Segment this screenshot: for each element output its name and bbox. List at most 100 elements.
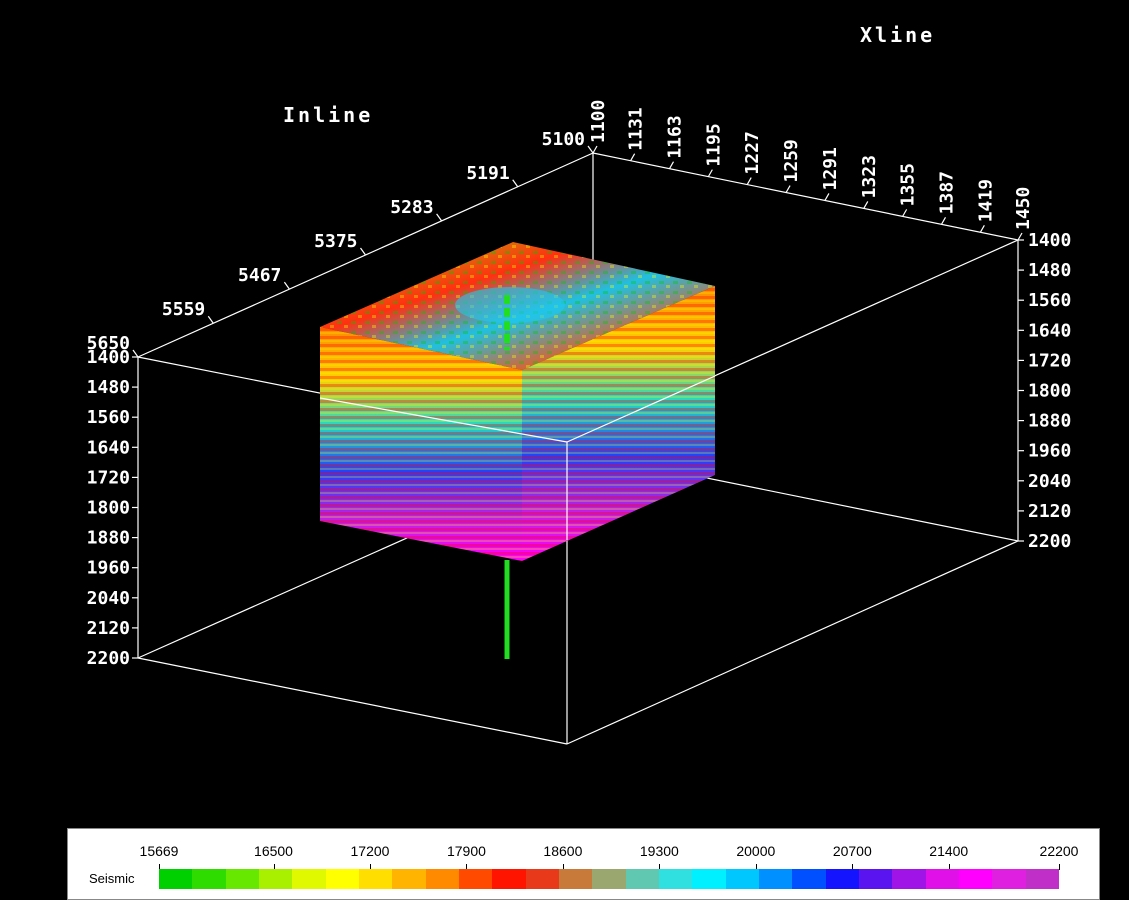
color-bar-segment — [192, 869, 226, 889]
time-axis-left: 1400 1480 1560 1640 1720 1800 1880 1960 2040 2120… — [87, 347, 138, 669]
time-tick-label: 2120 — [87, 618, 130, 639]
xline-tick-label: 1100 — [588, 100, 609, 143]
xline-tick-mark — [824, 193, 830, 201]
time-tick-label: 2120 — [1028, 501, 1071, 522]
color-scale-legend: 15669 16500 17200 17900 18600 19300 20000 20700… — [67, 828, 1100, 900]
time-tick-label: 1400 — [87, 347, 130, 368]
color-bar-segment — [725, 869, 759, 889]
xline-tick-mark — [979, 224, 985, 233]
xline-tick-label: 1131 — [626, 107, 647, 150]
xline-tick-label: 1419 — [975, 179, 996, 222]
color-bar-segment — [558, 869, 593, 889]
color-bar-segment — [925, 869, 959, 889]
color-bar-segment — [625, 869, 659, 889]
legend-tick-label: 18600 — [543, 843, 583, 859]
time-tick-label: 1960 — [87, 558, 130, 579]
box-edge-overlay — [319, 397, 568, 443]
inline-axis: 5100 5191 5283 5375 5467 5559 5650 — [87, 129, 594, 358]
box-edge — [592, 152, 1019, 241]
inline-tick-label: 5559 — [162, 299, 205, 320]
xline-tick-mark — [668, 161, 675, 169]
inline-tick-label: 5191 — [466, 163, 509, 184]
legend-tick-mark — [562, 864, 564, 870]
cube-front-texture — [320, 327, 522, 561]
color-bar-segment — [325, 869, 359, 889]
box-edge-overlay — [566, 375, 716, 443]
color-bar-segment — [758, 869, 793, 889]
inline-tick-label: 5100 — [542, 129, 585, 150]
time-tick-label: 1960 — [1028, 441, 1071, 462]
color-bar-segment — [492, 869, 526, 889]
color-bar-segment — [958, 869, 993, 889]
inline-axis-title: Inline — [283, 103, 373, 127]
time-tick-label: 1880 — [87, 528, 130, 549]
time-tick-label: 1560 — [87, 407, 130, 428]
time-tick-label: 1720 — [1028, 350, 1071, 371]
legend-tick-mark — [948, 864, 950, 870]
xline-tick-label: 1163 — [665, 115, 686, 158]
color-bar-segment — [425, 869, 459, 889]
time-tick-label: 1800 — [87, 498, 130, 519]
xline-tick-label: 1227 — [742, 131, 763, 174]
xline-tick-label: 1387 — [937, 171, 958, 214]
color-bar-segment — [458, 869, 493, 889]
color-bar-segment — [858, 869, 893, 889]
box-edge — [137, 657, 568, 745]
legend-tick-label: 20700 — [832, 843, 872, 859]
xline-tick-mark — [863, 201, 869, 209]
legend-tick-label: 17200 — [350, 843, 390, 859]
legend-tick-mark — [852, 864, 854, 870]
time-tick-label: 2200 — [87, 648, 130, 669]
inline-tick-label: 5283 — [390, 197, 433, 218]
inline-tick-mark — [512, 179, 519, 188]
time-tick-label: 1880 — [1028, 411, 1071, 432]
time-tick-label: 2200 — [1028, 531, 1071, 552]
legend-tick-mark — [273, 864, 275, 870]
xline-tick-mark — [592, 145, 598, 154]
xline-tick-label: 1323 — [859, 155, 880, 198]
xline-tick-label: 1195 — [703, 123, 724, 166]
legend-tick-label: 19300 — [639, 843, 679, 859]
color-bar-segment — [592, 869, 626, 889]
legend-tick-label: 22200 — [1039, 843, 1079, 859]
xline-tick-mark — [785, 185, 791, 193]
color-bar-segment — [892, 869, 926, 889]
xline-tick-mark — [707, 169, 713, 177]
color-bar-segment — [792, 869, 826, 889]
xline-tick-label: 1259 — [781, 139, 802, 182]
xline-tick-mark — [1017, 232, 1023, 241]
xline-tick-label: 1450 — [1013, 187, 1034, 230]
time-tick-label: 1480 — [1028, 260, 1071, 281]
xline-tick-label: 1291 — [820, 147, 841, 190]
color-bar-segment — [825, 869, 859, 889]
xline-tick-mark — [746, 177, 752, 185]
time-tick-label: 1640 — [1028, 320, 1071, 341]
time-tick-label: 1560 — [1028, 290, 1071, 311]
color-bar-segment — [1025, 869, 1059, 889]
time-tick-label: 1400 — [1028, 230, 1071, 251]
time-tick-label: 2040 — [1028, 471, 1071, 492]
color-bar-segment — [525, 869, 559, 889]
time-tick-label: 1800 — [1028, 381, 1071, 402]
cube-side-texture — [522, 286, 715, 561]
color-bar-segment — [292, 869, 326, 889]
inline-tick-label: 5467 — [238, 265, 281, 286]
inline-tick-mark — [207, 315, 214, 324]
time-tick-label: 1640 — [87, 437, 130, 458]
inline-tick-label: 5650 — [87, 333, 130, 354]
xline-axis: 1100 1131 1163 1195 1227 1259 1291 1323 1355 1387… — [588, 100, 1034, 241]
time-tick-label: 2040 — [87, 588, 130, 609]
legend-tick-mark — [466, 864, 468, 870]
legend-tick-label: 16500 — [254, 843, 293, 859]
legend-tick-label: 17900 — [446, 843, 486, 859]
color-bar — [159, 869, 1059, 889]
xline-tick-label: 1355 — [898, 163, 919, 206]
xline-tick-mark — [630, 153, 636, 162]
inline-tick-mark — [587, 145, 594, 154]
seismic-subvolume[interactable] — [320, 242, 715, 561]
legend-tick-mark — [659, 864, 661, 870]
legend-tick-mark — [159, 864, 160, 870]
inline-tick-mark — [132, 349, 139, 358]
inline-tick-mark — [436, 213, 443, 222]
